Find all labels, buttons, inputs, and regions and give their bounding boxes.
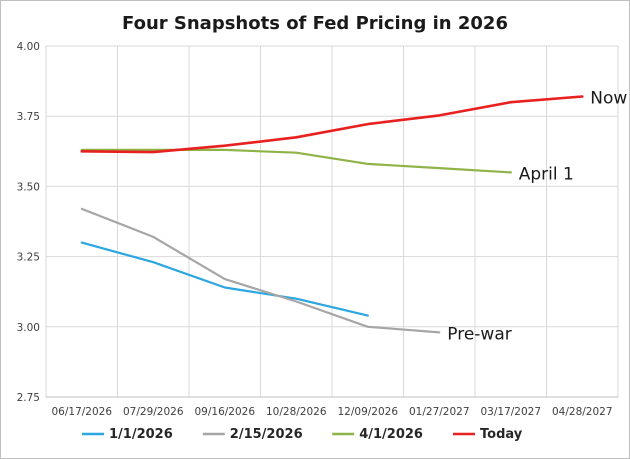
legend-label: 4/1/2026 [359, 427, 423, 442]
x-tick-label: 06/17/2026 [51, 406, 112, 418]
x-tick-label: 01/27/2027 [409, 406, 470, 418]
legend-label: 1/1/2026 [109, 427, 173, 442]
series-line-today [80, 95, 584, 154]
legend: 1/1/2026 2/15/2026 4/1/2026 Today [82, 427, 523, 442]
x-tick-label: 10/28/2026 [266, 406, 327, 418]
gridlines [45, 45, 619, 398]
series-lines [80, 95, 584, 334]
y-tick-label: 3.75 [17, 111, 40, 123]
x-axis-ticks: 06/17/2026 07/29/2026 09/16/2026 10/28/2026… [51, 406, 612, 418]
x-tick-label: 09/16/2026 [194, 406, 255, 418]
legend-label: 2/15/2026 [230, 427, 303, 442]
annotations: Now April 1 Pre-war [447, 89, 627, 345]
series-line-1-1-2026 [80, 241, 369, 317]
y-tick-label: 3.25 [17, 252, 40, 264]
x-tick-label: 12/09/2026 [337, 406, 398, 418]
y-tick-label: 3.50 [17, 181, 40, 193]
x-tick-label: 04/28/2027 [552, 406, 613, 418]
annotation-label: Pre-war [447, 324, 511, 344]
annotation-label: Now [590, 89, 627, 109]
x-tick-label: 07/29/2026 [123, 406, 184, 418]
chart-title: Four Snapshots of Fed Pricing in 2026 [122, 13, 508, 34]
y-tick-label: 3.00 [17, 322, 40, 334]
y-tick-label: 2.75 [17, 392, 40, 404]
y-axis-ticks: 2.75 3.00 3.25 3.50 3.75 4.00 [17, 41, 40, 404]
legend-label: Today [480, 427, 523, 442]
series-line-2-15-2026 [80, 207, 441, 334]
x-tick-label: 03/17/2027 [480, 406, 541, 418]
series-line-4-1-2026 [80, 148, 512, 174]
y-tick-label: 4.00 [17, 41, 40, 53]
annotation-label: April 1 [519, 164, 574, 184]
